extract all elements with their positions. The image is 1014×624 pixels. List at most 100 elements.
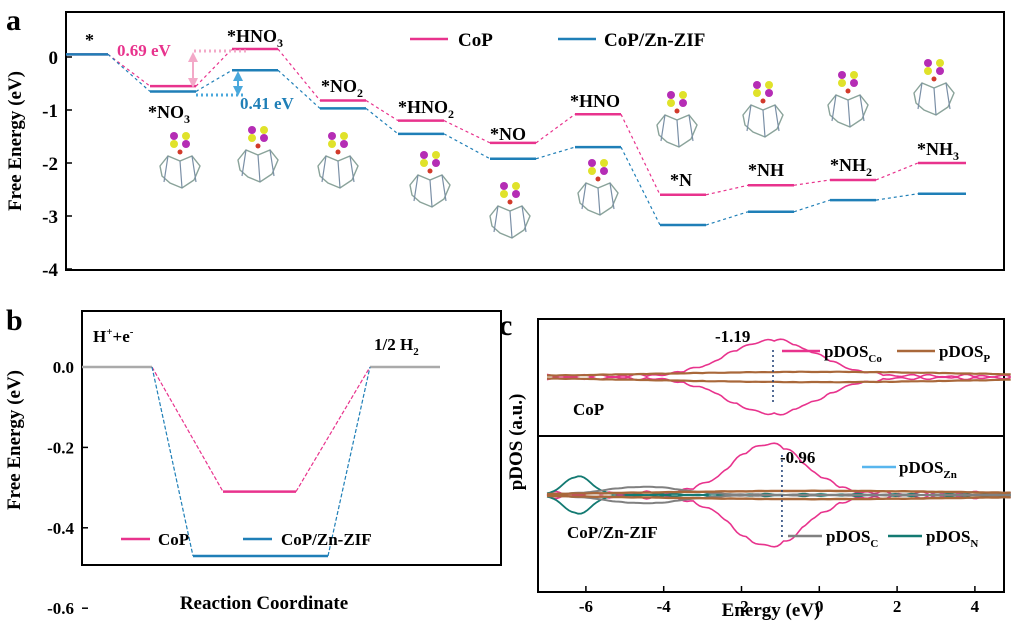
zif-connector (443, 133, 491, 160)
cop-connector (443, 120, 491, 144)
p-atom (600, 159, 608, 167)
o-atom (674, 108, 680, 114)
panel-a-step-label: *NO2 (321, 76, 363, 100)
pdos-co-curve (546, 376, 1011, 416)
panel-b-left-state: H++e- (93, 326, 134, 346)
zif-connector (705, 211, 749, 226)
panel-a-lines (66, 47, 966, 227)
co-atom (500, 182, 508, 190)
p-atom (170, 140, 178, 148)
panel-b-lines (82, 365, 440, 558)
co-atom (248, 126, 256, 134)
co-atom (765, 89, 773, 97)
legend-b-zif-label: CoP/Zn-ZIF (281, 530, 372, 549)
legend-cop-label: CoP (458, 30, 493, 51)
panel-b-frame (81, 310, 502, 566)
pdos-p-curve (546, 377, 1011, 384)
adsorbate-structure (409, 151, 451, 208)
cop-connector (277, 48, 321, 101)
p-atom (512, 182, 520, 190)
zif-connector (327, 366, 371, 557)
p-atom (340, 132, 348, 140)
legend-zif-label: CoP/Zn-ZIF (604, 30, 705, 51)
adsorbate-structure (913, 59, 955, 116)
panel-b-label: b (6, 304, 23, 337)
p-atom (248, 134, 256, 142)
framework-bonds (660, 114, 694, 148)
framework-cage (742, 104, 784, 138)
o-atom (177, 149, 183, 155)
panel-a-step-label: *NH3 (917, 139, 959, 163)
panel-c-axis: -6 -4 -2 0 2 4 (579, 586, 980, 616)
framework-cage (317, 155, 359, 189)
panel-b-legend: CoP CoP/Zn-ZIF (121, 530, 372, 549)
panel-b-ytick-label: -0.6 (47, 599, 74, 618)
panel-a-step-label: *NO3 (148, 102, 190, 126)
adsorbate-structure (317, 132, 359, 189)
legend-b-cop-label: CoP (158, 530, 189, 549)
legend-co-label: pDOSCo (824, 342, 882, 365)
panel-a-structures (159, 59, 955, 239)
panel-a-step-label: *NO (490, 124, 526, 144)
panel-a-step-label: *HNO2 (398, 97, 454, 121)
framework-cage (237, 149, 279, 183)
panel-b-ytick-label: 0.0 (53, 358, 74, 377)
zif-connector (151, 366, 194, 557)
co-atom (512, 190, 520, 198)
legend-zn-label: pDOSZn (899, 458, 957, 481)
co-atom (838, 71, 846, 79)
cop-connector (295, 366, 371, 492)
cop-connector (875, 162, 919, 181)
framework-bonds (321, 155, 355, 189)
co-atom (260, 134, 268, 142)
framework-bonds (493, 205, 527, 239)
co-atom (328, 132, 336, 140)
o-atom (595, 176, 601, 182)
p-atom (500, 190, 508, 198)
panel-a-ytick-label: -3 (42, 207, 58, 228)
panel-b: b Free Energy (eV) Reaction Coordinate 0… (4, 304, 502, 618)
legend-c-label: pDOSC (826, 527, 878, 550)
adsorbate-structure (742, 81, 784, 138)
co-atom (850, 79, 858, 87)
p-atom (936, 59, 944, 67)
cop-connector (793, 179, 831, 186)
framework-bonds (413, 174, 447, 208)
o-atom (335, 149, 341, 155)
pdos-co-curve (546, 338, 1011, 378)
adsorbate-structure (656, 91, 698, 148)
cop-connector (195, 48, 233, 87)
panel-b-xlabel: Reaction Coordinate (180, 593, 348, 614)
p-atom (765, 81, 773, 89)
framework-bonds (746, 104, 780, 138)
p-atom (260, 126, 268, 134)
barrier-label-cop: 0.69 eV (117, 41, 172, 60)
p-atom (432, 151, 440, 159)
panel-a-label: a (6, 4, 21, 37)
zif-connector (620, 146, 661, 226)
co-atom (753, 81, 761, 89)
co-atom (588, 159, 596, 167)
panel-a-legend: CoP CoP/Zn-ZIF (410, 30, 705, 51)
framework-cage (827, 94, 869, 128)
subplot-label-zif: CoP/Zn-ZIF (567, 523, 658, 542)
panel-a-step-label: *NH2 (830, 155, 872, 179)
panel-a-ytick-label: -2 (42, 154, 58, 175)
framework-cage (656, 114, 698, 148)
p-atom (838, 79, 846, 87)
adsorbate-structure (577, 159, 619, 216)
cop-connector (705, 184, 749, 196)
panel-c-legend-top: pDOSCo pDOSP (782, 342, 990, 365)
dband-label-cop: -1.19 (715, 327, 750, 346)
panel-c-legend-bottom: pDOSZn pDOSC pDOSN (788, 458, 978, 550)
panel-a-step-label: *HNO (570, 91, 620, 111)
co-atom (600, 167, 608, 175)
panel-c-label: c (499, 309, 512, 342)
adsorbate-structure (489, 182, 531, 239)
panel-a-step-label: *N (670, 170, 692, 190)
framework-cage (159, 155, 201, 189)
panel-c: c pDOS (a.u.) Energy (eV) -6 -4 -2 0 2 4 -1.1… (499, 309, 1011, 621)
zif-connector (793, 199, 831, 213)
cop-connector (151, 366, 224, 492)
